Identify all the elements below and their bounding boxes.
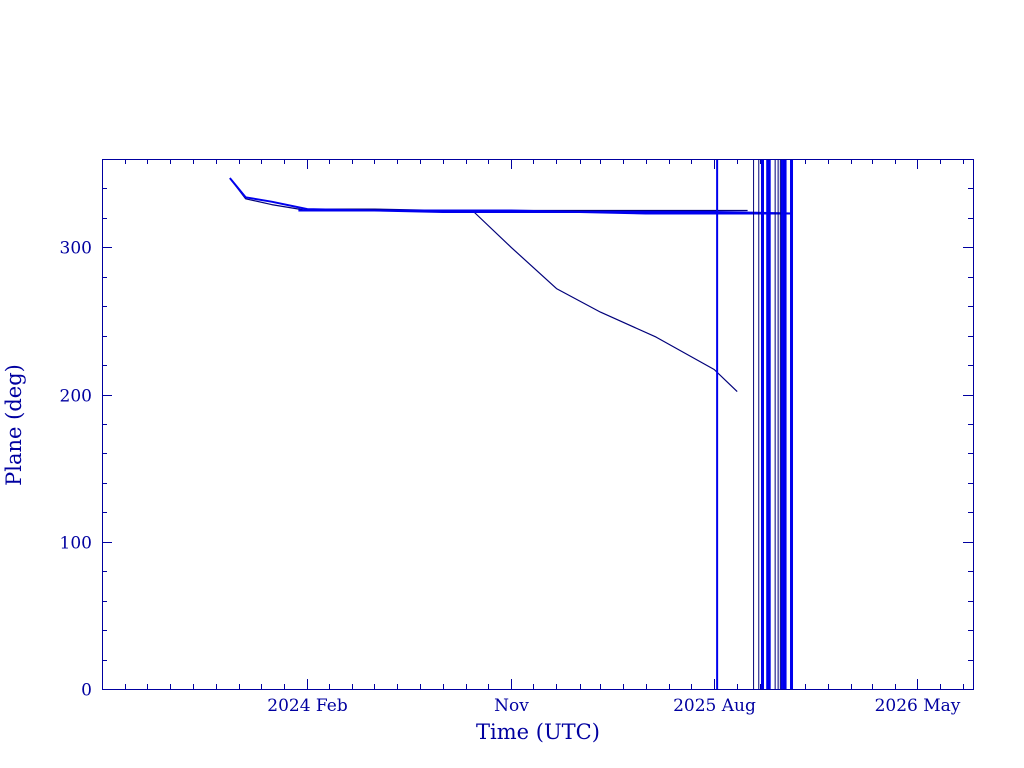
- series-line-3: [229, 177, 794, 215]
- major-ticks: [102, 159, 973, 690]
- series-line-2: [229, 177, 748, 212]
- x-tick-label: 2026 May: [875, 696, 961, 716]
- y-axis-label: Plane (deg): [2, 364, 26, 486]
- minor-ticks: [102, 159, 973, 689]
- y-tick-label: 300: [60, 239, 92, 259]
- x-tick-label: 2024 Feb: [267, 696, 348, 716]
- x-tick-label: 2025 Aug: [673, 696, 756, 716]
- vertical-markers: [716, 159, 794, 689]
- series-line-4: [298, 209, 793, 215]
- series-lines: [229, 177, 794, 393]
- y-tick-label: 100: [60, 534, 92, 554]
- x-tick-labels: 2024 Feb Nov 2025 Aug 2026 May: [267, 696, 961, 716]
- y-tick-labels: 0 100 200 300: [60, 239, 92, 701]
- x-axis-label: Time (UTC): [476, 720, 600, 744]
- x-tick-label: Nov: [494, 696, 529, 716]
- y-tick-label: 0: [81, 681, 92, 701]
- plot-frame: [102, 159, 974, 690]
- y-tick-label: 200: [60, 387, 92, 407]
